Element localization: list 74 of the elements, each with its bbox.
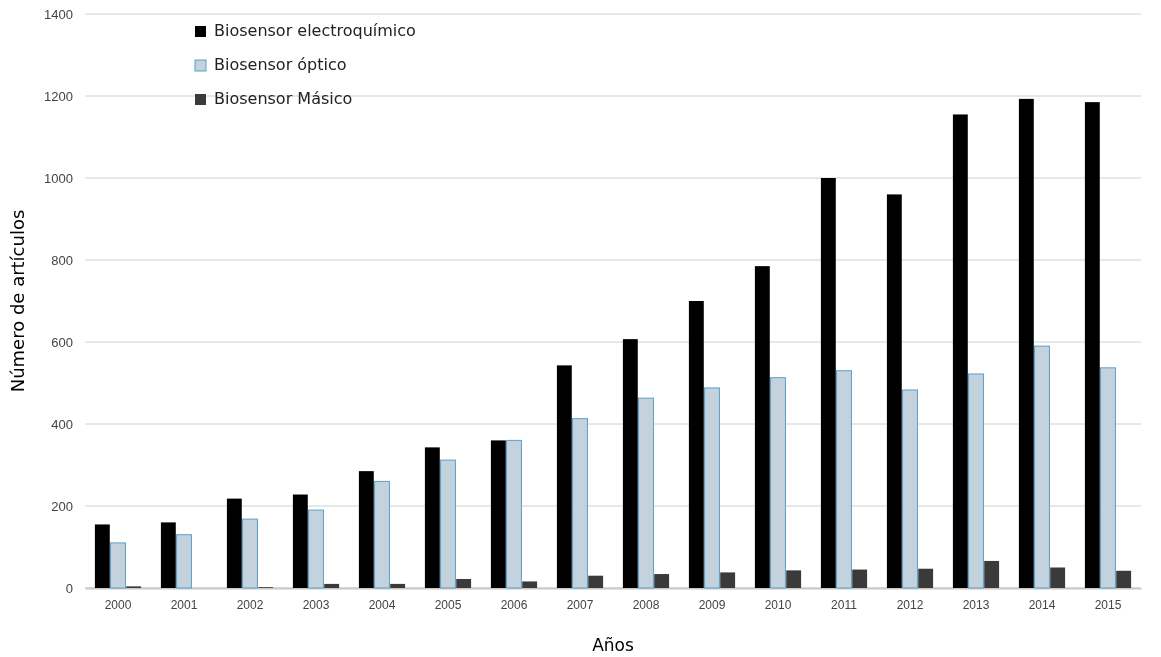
bar xyxy=(770,377,786,589)
bar xyxy=(654,574,670,588)
bar xyxy=(308,509,324,589)
bar xyxy=(390,583,406,588)
bar xyxy=(440,459,456,589)
x-tick-label: 2010 xyxy=(764,597,792,612)
bar xyxy=(968,373,984,589)
bar xyxy=(572,418,588,589)
bar xyxy=(786,570,802,588)
x-tick-label: 2002 xyxy=(236,597,264,612)
bar xyxy=(226,498,242,588)
bar xyxy=(490,440,506,588)
bar xyxy=(588,575,604,588)
bar xyxy=(820,178,836,588)
bar xyxy=(1084,102,1100,588)
x-tick-label: 2011 xyxy=(831,597,858,612)
bar xyxy=(688,301,704,588)
bar xyxy=(1100,367,1116,589)
bar xyxy=(160,522,176,588)
bar xyxy=(918,568,934,588)
bar xyxy=(638,397,654,589)
y-axis-title: Número de artículos xyxy=(7,209,28,393)
x-tick-label: 2013 xyxy=(962,597,990,612)
x-tick-label: 2008 xyxy=(632,597,660,612)
bar xyxy=(984,560,1000,588)
x-tick-label: 2007 xyxy=(566,597,594,612)
x-axis-title: Años xyxy=(592,635,634,655)
y-tick-label: 0 xyxy=(65,580,73,596)
x-tick-label: 2000 xyxy=(104,597,132,612)
bar xyxy=(1034,345,1050,589)
x-tick-label: 2006 xyxy=(500,597,528,612)
x-tick-label: 2005 xyxy=(434,597,462,612)
bar xyxy=(704,387,720,589)
y-tick-label: 1400 xyxy=(44,6,73,22)
bar xyxy=(424,447,440,588)
bar xyxy=(556,365,572,588)
x-tick-label: 2004 xyxy=(368,597,396,612)
legend-label: Biosensor Másico xyxy=(214,89,353,108)
y-tick-label: 1200 xyxy=(44,88,73,104)
y-tick-label: 200 xyxy=(51,498,73,514)
x-tick-label: 2015 xyxy=(1094,597,1122,612)
bar xyxy=(1050,567,1066,588)
bar xyxy=(94,524,110,588)
bar xyxy=(902,389,918,589)
legend-label: Biosensor óptico xyxy=(214,55,347,74)
bar xyxy=(1018,98,1034,588)
bar xyxy=(456,578,472,588)
bar xyxy=(110,542,126,589)
bar xyxy=(506,439,522,589)
bar xyxy=(176,534,192,589)
bar xyxy=(358,471,374,588)
bar xyxy=(852,569,868,588)
bar xyxy=(242,518,258,589)
x-tick-label: 2014 xyxy=(1028,597,1056,612)
legend-label: Biosensor electroquímico xyxy=(214,21,416,40)
y-tick-label: 800 xyxy=(51,252,73,268)
y-tick-label: 400 xyxy=(51,416,73,432)
bar xyxy=(836,370,852,589)
bar xyxy=(754,266,770,588)
bar xyxy=(1116,570,1132,588)
x-tick-label: 2009 xyxy=(698,597,726,612)
bar xyxy=(292,494,308,588)
bar xyxy=(886,194,902,588)
y-tick-label: 600 xyxy=(51,334,73,350)
bar xyxy=(720,572,736,588)
y-tick-label: 1000 xyxy=(44,170,73,186)
bar xyxy=(374,480,390,589)
bar xyxy=(622,339,638,588)
x-tick-label: 2012 xyxy=(896,597,924,612)
bar xyxy=(324,583,340,588)
x-tick-label: 2003 xyxy=(302,597,330,612)
x-tick-label: 2001 xyxy=(170,597,198,612)
bar xyxy=(522,581,538,588)
bar xyxy=(952,114,968,588)
